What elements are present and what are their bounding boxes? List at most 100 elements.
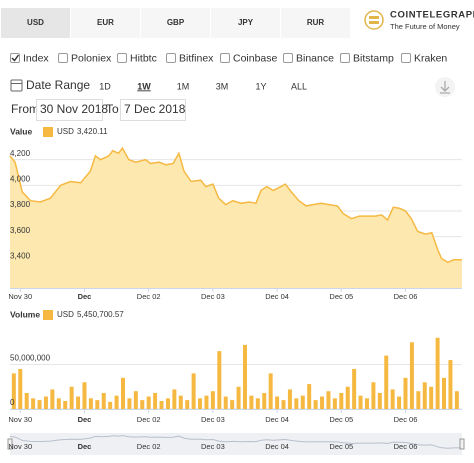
navigator-handle[interactable] [459, 438, 465, 450]
legend-name: USD [57, 310, 74, 319]
legend-swatch [43, 310, 53, 320]
checkmark [11, 54, 20, 62]
volume-bar [364, 398, 369, 409]
volume-bar [69, 386, 74, 409]
volume-bar [43, 396, 48, 409]
x-tick-label: Dec 06 [394, 415, 418, 424]
to-input[interactable] [120, 99, 186, 121]
navigator-label: Dec 04 [265, 442, 289, 451]
volume-bar [454, 391, 459, 409]
exchange-label[interactable]: Index [23, 52, 49, 64]
volume-bar [146, 396, 151, 409]
navigator[interactable] [10, 433, 462, 455]
legend-swatch [43, 127, 53, 137]
exchange-label[interactable]: Kraken [414, 52, 447, 64]
price-line [9, 146, 462, 264]
volume-bar [384, 355, 389, 409]
range-button[interactable]: 1D [99, 81, 111, 91]
legend-name: USD [57, 127, 74, 136]
exchange-label[interactable]: Hitbtc [130, 52, 157, 64]
exchange-checkbox[interactable] [117, 53, 127, 63]
volume-bar [172, 389, 177, 409]
range-button[interactable]: 1Y [255, 81, 266, 91]
y-tick-label: 3,800 [10, 200, 31, 209]
volume-bar [287, 389, 292, 409]
volume-bar [133, 391, 138, 409]
volume-bar [159, 400, 164, 409]
volume-bar [95, 400, 100, 409]
currency-tab[interactable] [71, 8, 140, 38]
currency-tab-label: USD [27, 18, 44, 27]
range-button[interactable]: ALL [291, 81, 307, 91]
volume-bar [422, 382, 427, 409]
volume-bar [223, 396, 228, 409]
currency-tab-label: GBP [167, 18, 185, 27]
exchange-label[interactable]: Bitstamp [353, 52, 394, 64]
currency-tab-label: RUR [307, 18, 325, 27]
volume-bar [326, 391, 331, 409]
volume-bar [153, 392, 158, 409]
x-tick-label: Dec 04 [265, 415, 289, 424]
volume-bar [165, 398, 170, 409]
from-input[interactable] [36, 99, 103, 121]
volume-bar [255, 398, 260, 409]
volume-bar [37, 400, 42, 409]
x-tick-label: Dec [78, 292, 92, 301]
area-fill [10, 148, 462, 288]
currency-tab[interactable] [1, 8, 70, 38]
volume-bar [307, 384, 312, 409]
exchange-checkbox[interactable] [340, 53, 350, 63]
volume-bar [300, 395, 305, 409]
exchange-checkbox[interactable] [58, 53, 68, 63]
chart-title: Volume [10, 309, 40, 319]
currency-tab[interactable] [141, 8, 210, 38]
range-button[interactable]: 1M [177, 81, 190, 91]
currency-tab[interactable] [211, 8, 280, 38]
range-button[interactable]: 3M [216, 81, 229, 91]
exchange-checkbox[interactable] [166, 53, 176, 63]
volume-bar [217, 351, 222, 409]
volume-bar [236, 386, 241, 409]
logo-icon [369, 16, 379, 19]
navigator-label: Dec 03 [201, 442, 225, 451]
volume-bar [345, 386, 350, 409]
x-tick-label: Dec 02 [137, 415, 161, 424]
navigator-label: Dec 05 [329, 442, 353, 451]
x-tick-label: Nov 30 [8, 415, 32, 424]
exchange-label[interactable]: Coinbase [233, 52, 278, 64]
logo-name: COINTELEGRAPH [390, 10, 474, 21]
logo-icon [364, 10, 384, 30]
exchange-label[interactable]: Poloniex [71, 52, 112, 64]
calendar-icon [10, 79, 23, 92]
volume-bar [339, 392, 344, 409]
download-icon [440, 81, 450, 94]
volume-bar [140, 400, 145, 409]
volume-bar [442, 377, 447, 409]
volume-bar [313, 400, 318, 409]
exchange-checkbox[interactable] [401, 53, 411, 63]
currency-tab[interactable] [281, 8, 350, 38]
volume-bar [88, 398, 93, 409]
volume-bar [178, 395, 183, 409]
exchange-label[interactable]: Binance [296, 52, 334, 64]
volume-bar [435, 337, 440, 409]
volume-bar [198, 398, 203, 409]
y-tick-label: 4,200 [10, 149, 31, 158]
legend-value: 3,420.11 [77, 127, 108, 136]
y-tick-label: 50,000,000 [10, 354, 51, 363]
volume-bar [377, 392, 382, 409]
exchange-label[interactable]: Bitfinex [179, 52, 214, 64]
exchange-checkbox[interactable] [283, 53, 293, 63]
y-tick-label: 4,000 [10, 174, 31, 183]
exchange-checkbox[interactable] [220, 53, 230, 63]
navigator-handle[interactable] [7, 438, 13, 450]
volume-bar [31, 398, 36, 409]
volume-bar [56, 398, 61, 409]
navigator-label: Dec 06 [394, 442, 418, 451]
x-tick-label: Nov 30 [8, 292, 32, 301]
range-button[interactable]: 1W [137, 81, 151, 91]
volume-bar [416, 391, 421, 409]
x-tick-label: Dec 05 [329, 292, 353, 301]
volume-bar [249, 395, 254, 409]
navigator-label: Dec 02 [137, 442, 161, 451]
